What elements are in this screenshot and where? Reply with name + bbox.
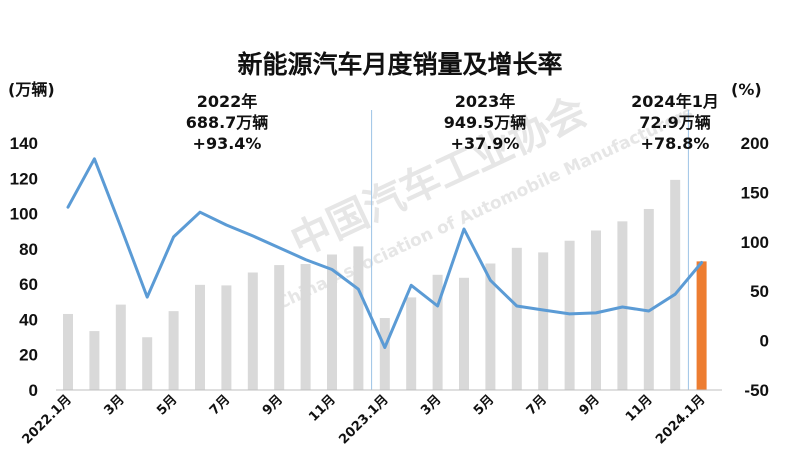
annotation-total: 688.7万辆: [186, 113, 269, 132]
x-tick: 2023.1月: [336, 392, 391, 447]
bar: [168, 311, 179, 390]
y-left-tick: 60: [19, 275, 38, 294]
annotation-year: 2022年: [197, 92, 258, 111]
annotation-growth: +78.8%: [641, 134, 710, 153]
watermark: 中国汽车工业协会 China Association of Automobile…: [274, 88, 697, 314]
annotation-2023: 2023年 949.5万辆 +37.9%: [444, 92, 527, 153]
x-tick: 3月: [418, 392, 444, 418]
x-tick: 5月: [471, 392, 497, 418]
bar: [379, 318, 390, 390]
bar: [63, 313, 73, 390]
growth-line: [66, 157, 704, 349]
x-tick: 9月: [260, 392, 286, 418]
bar: [195, 284, 205, 390]
annotation-growth: +37.9%: [451, 134, 520, 153]
x-tick: 7月: [207, 392, 233, 418]
chart-title: 新能源汽车月度销量及增长率: [237, 50, 562, 79]
y-left-axis: 140 120 100 80 60 40 20 0: [10, 134, 38, 400]
x-tick: 11月: [623, 392, 656, 425]
bar-highlight: [696, 261, 707, 390]
bar: [459, 277, 469, 390]
x-tick: 2022.1月: [20, 392, 75, 447]
bar: [432, 274, 443, 390]
bar: [670, 179, 681, 390]
bar: [538, 252, 549, 390]
annotation-year: 2024年1月: [631, 92, 719, 111]
bar: [115, 304, 126, 390]
bars: [63, 179, 707, 390]
y-right-tick: 100: [741, 233, 769, 252]
bar: [89, 331, 100, 390]
y-right-tick: 150: [741, 183, 769, 202]
bar: [247, 272, 258, 390]
bar: [221, 285, 232, 390]
bar: [406, 297, 417, 390]
y-right-tick: -50: [744, 381, 769, 400]
x-tick: 5月: [154, 392, 180, 418]
x-tick: 3月: [101, 392, 127, 418]
annotation-total: 949.5万辆: [444, 113, 527, 132]
y-left-tick: 80: [19, 240, 38, 259]
bar: [353, 246, 364, 390]
y-left-tick: 0: [29, 381, 38, 400]
annotation-year: 2023年: [455, 92, 516, 111]
bar: [274, 265, 285, 390]
growth-line-path: [66, 157, 704, 349]
bar: [485, 263, 496, 390]
bar: [300, 264, 311, 390]
y-left-tick: 100: [10, 205, 38, 224]
y-right-tick: 50: [750, 282, 769, 301]
bar: [643, 208, 654, 390]
annotation-2022: 2022年 688.7万辆 +93.4%: [186, 92, 269, 153]
y-left-tick: 140: [10, 134, 38, 153]
bar: [591, 230, 601, 390]
bar: [327, 254, 337, 390]
x-tick: 11月: [306, 392, 339, 425]
y-right-unit: (%): [731, 80, 762, 99]
annotation-total: 72.9万辆: [639, 113, 710, 132]
y-left-tick: 40: [19, 310, 38, 329]
x-tick: 2024.1月: [653, 392, 708, 447]
y-left-tick: 120: [10, 169, 38, 188]
x-tick: 7月: [524, 392, 550, 418]
x-tick: 9月: [577, 392, 603, 418]
bar: [511, 247, 522, 390]
bar: [142, 337, 153, 390]
y-left-unit: (万辆): [8, 80, 55, 99]
y-right-tick: 0: [760, 332, 769, 351]
y-right-axis: 200 150 100 50 0 -50: [741, 134, 769, 400]
annotation-2024: 2024年1月 72.9万辆 +78.8%: [631, 92, 719, 153]
y-left-tick: 20: [19, 346, 38, 365]
annotation-growth: +93.4%: [193, 134, 262, 153]
annotations: 2022年 688.7万辆 +93.4% 2023年 949.5万辆 +37.9…: [186, 92, 719, 153]
y-right-tick: 200: [741, 134, 769, 153]
